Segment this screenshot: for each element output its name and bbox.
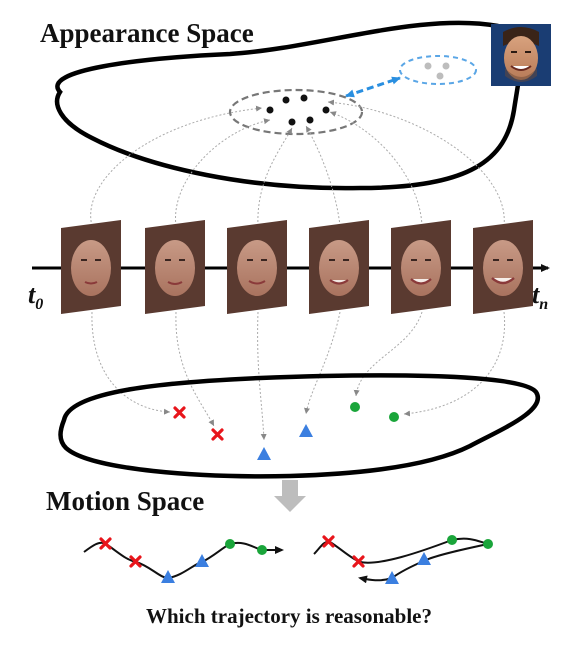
- expression-point: [306, 116, 314, 124]
- green-dot-marker: [225, 539, 235, 549]
- green-dot-marker: [257, 545, 267, 555]
- expression-point: [322, 106, 330, 114]
- red-cross-marker: [322, 535, 365, 568]
- green-dot-marker: [483, 539, 493, 549]
- identity-link-arrow: [345, 76, 401, 98]
- face-frame: [61, 220, 121, 314]
- motion-markers: [173, 402, 399, 460]
- face-frame: [309, 220, 369, 314]
- red-cross-marker: [211, 428, 224, 441]
- blue-triangle-marker: [417, 552, 431, 565]
- blue-triangle-marker: [385, 571, 399, 584]
- timeline-start-symbol: t: [28, 280, 36, 309]
- green-dot-marker: [447, 535, 457, 545]
- timeline-start-subscript: 0: [35, 296, 44, 314]
- blue-triangle-marker: [161, 570, 175, 583]
- face-frame: [391, 220, 451, 314]
- expression-points: [266, 94, 330, 126]
- face-frame: [145, 220, 205, 314]
- green-dot-marker: [350, 402, 360, 412]
- blue-triangle-marker: [257, 447, 271, 460]
- face-frame: [473, 220, 533, 314]
- timeline-end-symbol: t: [532, 280, 540, 309]
- expression-point: [266, 106, 274, 114]
- green-dot-marker: [389, 412, 399, 422]
- timeline-start-label: t0: [28, 280, 43, 314]
- expression-point: [300, 94, 308, 102]
- expression-point: [288, 118, 296, 126]
- expression-point: [282, 96, 290, 104]
- motion-space-title: Motion Space: [46, 486, 205, 516]
- appearance-space-boundary: [54, 20, 523, 191]
- identity-face-icon: [491, 24, 551, 86]
- identity-point: [436, 72, 444, 80]
- identity-point: [424, 62, 432, 70]
- timeline-end-subscript: n: [539, 296, 549, 314]
- identity-point: [442, 62, 450, 70]
- timeline-end-label: tn: [532, 280, 548, 314]
- blue-triangle-marker: [299, 424, 313, 437]
- trajectory-smooth: [83, 537, 284, 583]
- frame-mapping-arrows: [90, 99, 506, 441]
- question-caption: Which trajectory is reasonable?: [146, 604, 432, 628]
- red-cross-marker: [99, 537, 142, 568]
- motion-space-boundary: [58, 373, 541, 479]
- blue-triangle-marker: [195, 554, 209, 567]
- face-frame: [227, 220, 287, 314]
- expression-cluster-ring: [228, 88, 364, 136]
- frame-strip: [61, 220, 533, 314]
- red-cross-marker: [173, 406, 186, 419]
- down-arrow-icon: [274, 480, 306, 512]
- appearance-space-title: Appearance Space: [40, 18, 254, 48]
- identity-cluster-ring: [399, 55, 477, 85]
- trajectory-erratic: [313, 535, 493, 584]
